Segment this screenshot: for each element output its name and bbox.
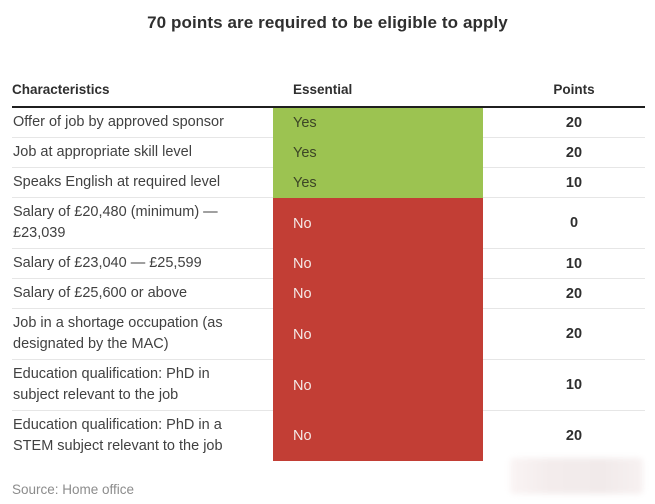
essential-cell: No	[273, 279, 483, 310]
points-cell: 20	[565, 428, 583, 445]
points-cell: 20	[483, 309, 645, 361]
characteristic-cell: Offer of job by approved sponsor	[12, 108, 273, 139]
column-header-points: Points	[553, 82, 595, 97]
characteristic-cell: Job at appropriate skill level	[12, 138, 273, 169]
table-row: Salary of £23,040 — £25,599 No 10	[12, 249, 645, 280]
points-cell: 20	[483, 138, 645, 169]
characteristic-cell: Salary of £20,480 (minimum) — £23,039	[12, 198, 273, 250]
table-row: Education qualification: PhD in a STEM s…	[12, 411, 645, 462]
points-cell: 10	[483, 360, 645, 412]
essential-cell: No	[273, 309, 483, 361]
column-header-essential: Essential	[293, 82, 353, 97]
table-row: Salary of £25,600 or above No 20	[12, 279, 645, 310]
table-row: Job in a shortage occupation (as designa…	[12, 309, 645, 361]
page-title: 70 points are required to be eligible to…	[147, 13, 508, 32]
characteristic-cell: Education qualification: PhD in subject …	[12, 360, 273, 412]
table-row: Salary of £20,480 (minimum) — £23,039 No…	[12, 198, 645, 250]
table-row: Offer of job by approved sponsor Yes 20	[12, 108, 645, 139]
table-row: Education qualification: PhD in subject …	[12, 360, 645, 412]
characteristic-cell: Education qualification: PhD in a STEM s…	[13, 417, 223, 455]
column-header-characteristics: Characteristics	[12, 82, 110, 97]
points-table: Characteristics Essential Points Offer o…	[12, 82, 645, 462]
essential-cell: Yes	[273, 108, 483, 139]
characteristic-cell: Speaks English at required level	[12, 168, 273, 199]
table-header-row: Characteristics Essential Points	[12, 82, 645, 108]
points-cell: 0	[483, 198, 645, 250]
characteristic-cell: Job in a shortage occupation (as designa…	[12, 309, 273, 361]
points-cell: 10	[483, 168, 645, 199]
essential-cell: No	[273, 249, 483, 280]
source-note: Source: Home office	[12, 482, 135, 497]
characteristic-cell: Salary of £23,040 — £25,599	[12, 249, 273, 280]
watermark-blur	[510, 458, 643, 494]
essential-cell: No	[273, 360, 483, 412]
essential-cell: Yes	[273, 168, 483, 199]
essential-cell: No	[273, 411, 483, 462]
essential-cell: Yes	[273, 138, 483, 169]
table-row: Job at appropriate skill level Yes 20	[12, 138, 645, 169]
table-body: Offer of job by approved sponsor Yes 20 …	[12, 108, 645, 462]
essential-cell: No	[273, 198, 483, 250]
characteristic-cell: Salary of £25,600 or above	[12, 279, 273, 310]
points-cell: 10	[483, 249, 645, 280]
points-cell: 20	[483, 279, 645, 310]
points-cell: 20	[483, 108, 645, 139]
table-row: Speaks English at required level Yes 10	[12, 168, 645, 199]
